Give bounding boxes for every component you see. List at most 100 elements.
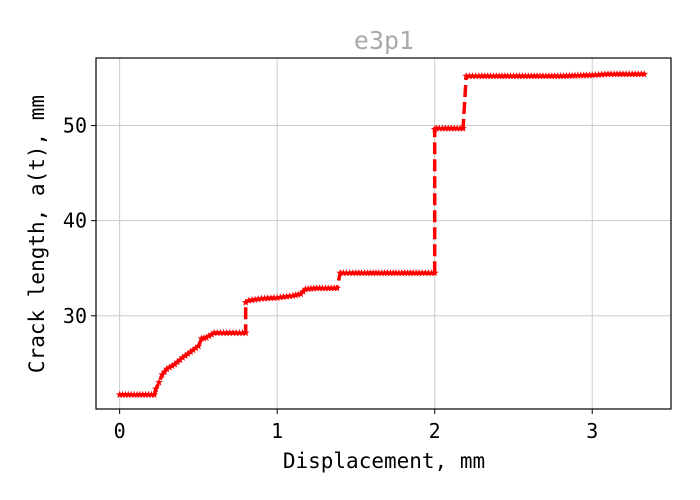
data-point: [527, 72, 535, 80]
data-point: [430, 268, 439, 277]
data-point: [640, 70, 649, 78]
data-point: [536, 72, 544, 80]
data-point: [173, 358, 182, 366]
data-point: [597, 70, 606, 78]
data-point: [568, 71, 576, 79]
data-point: [241, 298, 250, 306]
data-point: [291, 291, 300, 299]
data-point: [556, 72, 565, 80]
x-axis-label: Displacement, mm: [283, 449, 485, 473]
data-point: [412, 268, 420, 277]
data-point: [147, 390, 156, 398]
data-point: [427, 268, 436, 277]
series-layer: [115, 70, 649, 398]
data-point: [375, 268, 383, 277]
data-point: [181, 351, 190, 359]
data-point: [176, 355, 184, 364]
data-point: [348, 268, 357, 277]
data-point: [267, 294, 275, 302]
data-point: [324, 284, 333, 292]
data-point: [450, 124, 458, 132]
y-tick-label: 50: [63, 114, 87, 138]
data-point: [248, 296, 256, 304]
data-point: [366, 268, 375, 277]
data-point: [238, 328, 247, 337]
data-point: [150, 390, 159, 398]
data-point: [354, 268, 363, 277]
data-point: [380, 268, 389, 277]
data-point: [207, 330, 216, 338]
data-point: [232, 328, 241, 337]
data-point: [582, 71, 591, 79]
data-point: [521, 72, 530, 80]
data-point: [383, 268, 392, 277]
data-point: [518, 72, 527, 80]
data-point: [178, 353, 187, 361]
data-point: [186, 347, 195, 356]
data-point: [339, 268, 348, 277]
data-point: [438, 124, 447, 132]
data-point: [465, 72, 474, 80]
data-point: [330, 284, 338, 292]
data-point: [141, 390, 150, 398]
data-point: [495, 72, 503, 80]
data-point: [397, 268, 406, 277]
data-point: [489, 72, 498, 80]
data-point: [158, 370, 166, 378]
data-point: [512, 72, 521, 80]
data-point: [138, 390, 147, 398]
data-point: [200, 334, 208, 342]
data-point: [486, 72, 495, 80]
data-point: [251, 295, 259, 303]
data-point: [548, 72, 556, 80]
data-point: [372, 268, 380, 277]
data-point: [273, 293, 281, 301]
data-point: [524, 72, 533, 80]
data-point: [202, 333, 211, 341]
data-point: [421, 268, 430, 277]
data-point: [622, 70, 630, 78]
data-point: [235, 328, 244, 337]
data-point: [342, 268, 351, 277]
x-tick-label: 2: [429, 419, 441, 443]
data-point: [307, 284, 315, 292]
data-point: [551, 72, 559, 80]
data-point: [194, 342, 203, 350]
data-point: [127, 390, 135, 398]
data-point: [386, 268, 395, 277]
series-markers: [115, 70, 649, 398]
data-point: [377, 268, 386, 277]
data-point: [400, 268, 409, 277]
data-point: [562, 71, 571, 80]
data-point: [601, 70, 609, 78]
data-point: [625, 70, 633, 78]
data-point: [559, 71, 568, 80]
data-point: [403, 268, 412, 277]
data-point: [533, 72, 541, 80]
data-point: [163, 365, 171, 373]
ticks: 0 1 2 3 30 40 50: [63, 114, 598, 443]
data-point: [304, 284, 313, 293]
data-point: [432, 124, 441, 132]
data-point: [254, 295, 263, 303]
data-point: [133, 390, 141, 398]
data-point: [565, 71, 574, 80]
data-point: [184, 349, 192, 358]
data-point: [213, 328, 222, 337]
data-point: [481, 72, 489, 80]
data-point: [152, 385, 160, 393]
data-point: [545, 72, 553, 80]
plot-frame: [95, 57, 672, 410]
data-point: [613, 70, 621, 78]
data-point: [475, 72, 483, 80]
data-point: [571, 71, 579, 79]
data-point: [509, 72, 518, 80]
data-point: [637, 70, 645, 78]
data-point: [456, 124, 464, 132]
data-point: [503, 72, 512, 80]
data-point: [245, 296, 253, 304]
data-point: [631, 70, 639, 78]
data-point: [459, 124, 467, 132]
data-point: [301, 285, 310, 293]
data-point: [289, 291, 297, 300]
